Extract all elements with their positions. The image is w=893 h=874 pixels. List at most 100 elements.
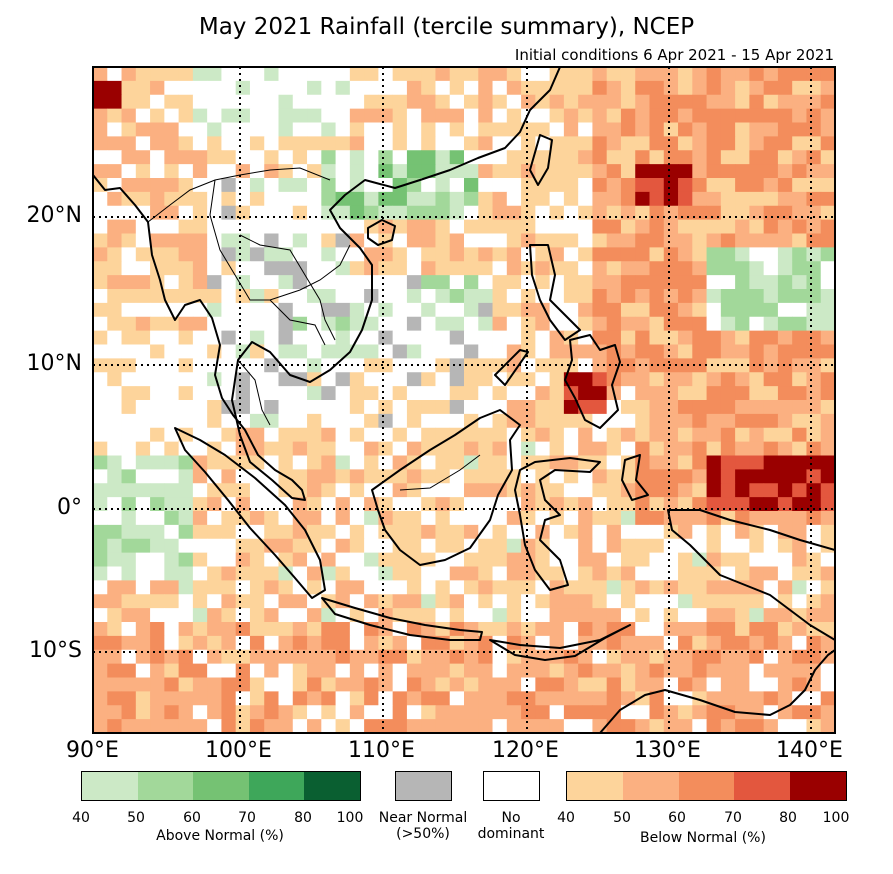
grid-cell (478, 594, 493, 608)
grid-cell (378, 580, 393, 594)
grid-cell (435, 275, 450, 289)
grid-cell (721, 164, 736, 178)
grid-cell (621, 567, 636, 581)
grid-cell (164, 261, 179, 275)
grid-cell (692, 386, 707, 400)
grid-cell (678, 234, 693, 248)
grid-cell (293, 483, 308, 497)
grid-cell (664, 539, 679, 553)
grid-cell (764, 372, 779, 386)
grid-cell (806, 456, 821, 470)
grid-cell (378, 650, 393, 664)
grid-cell (592, 705, 607, 719)
grid-cell (521, 261, 536, 275)
grid-cell (221, 275, 236, 289)
grid-cell (749, 247, 764, 261)
grid-cell (535, 442, 550, 456)
grid-cell (221, 511, 236, 525)
grid-cell (707, 220, 722, 234)
grid-cell (293, 386, 308, 400)
grid-cell (336, 123, 351, 137)
grid-cell (136, 136, 151, 150)
grid-cell (507, 594, 522, 608)
grid-cell (792, 442, 807, 456)
grid-cell (721, 136, 736, 150)
grid-cell (464, 303, 479, 317)
grid-cell (279, 442, 294, 456)
grid-cell (336, 317, 351, 331)
legend-above-swatch (82, 772, 138, 800)
grid-cell (221, 192, 236, 206)
grid-cell (749, 275, 764, 289)
grid-cell (435, 247, 450, 261)
grid-cell (450, 705, 465, 719)
grid-cell (778, 580, 793, 594)
grid-cell (221, 691, 236, 705)
grid-cell (564, 386, 579, 400)
grid-cell (107, 303, 122, 317)
grid-cell (564, 275, 579, 289)
grid-cell (321, 67, 336, 81)
grid-cell (592, 580, 607, 594)
grid-cell (221, 289, 236, 303)
grid-cell (279, 428, 294, 442)
grid-cell (378, 497, 393, 511)
grid-cell (207, 136, 222, 150)
grid-cell (321, 317, 336, 331)
grid-cell (179, 192, 194, 206)
grid-cell (221, 67, 236, 81)
grid-cell (136, 664, 151, 678)
grid-cell (407, 567, 422, 581)
grid-cell (421, 580, 436, 594)
grid-cell (321, 150, 336, 164)
grid-cell (179, 442, 194, 456)
legend-above-tick: 40 (66, 810, 96, 826)
grid-cell (150, 150, 165, 164)
grid-cell (507, 303, 522, 317)
grid-cell (507, 664, 522, 678)
grid-cell (592, 289, 607, 303)
grid-cell (207, 594, 222, 608)
grid-cell (378, 719, 393, 733)
grid-cell (650, 469, 665, 483)
grid-cell (350, 164, 365, 178)
grid-cell (707, 608, 722, 622)
grid-cell (136, 511, 151, 525)
grid-cell (464, 345, 479, 359)
grid-cell (164, 678, 179, 692)
grid-cell (264, 428, 279, 442)
lon-label-100e: 100°E (205, 738, 272, 763)
grid-cell (236, 691, 251, 705)
grid-cell (378, 206, 393, 220)
grid-cell (749, 317, 764, 331)
grid-cell (792, 345, 807, 359)
grid-cell (493, 525, 508, 539)
grid-cell (336, 303, 351, 317)
grid-cell (792, 192, 807, 206)
grid-cell (236, 608, 251, 622)
grid-cell (792, 164, 807, 178)
grid-cell (207, 275, 222, 289)
grid-cell (721, 303, 736, 317)
grid-cell (107, 442, 122, 456)
grid-cell (821, 567, 836, 581)
grid-cell (150, 386, 165, 400)
grid-cell (621, 636, 636, 650)
grid-cell (778, 400, 793, 414)
grid-cell (578, 705, 593, 719)
grid-cell (93, 525, 108, 539)
grid-cell (321, 636, 336, 650)
grid-cell (778, 386, 793, 400)
grid-cell (293, 261, 308, 275)
grid-cell (321, 511, 336, 525)
grid-cell (578, 345, 593, 359)
grid-cell (107, 483, 122, 497)
grid-cell (778, 678, 793, 692)
grid-cell (435, 525, 450, 539)
grid-cell (806, 247, 821, 261)
grid-cell (107, 664, 122, 678)
grid-cell (336, 67, 351, 81)
grid-cell (564, 511, 579, 525)
grid-cell (421, 192, 436, 206)
grid-cell (179, 317, 194, 331)
